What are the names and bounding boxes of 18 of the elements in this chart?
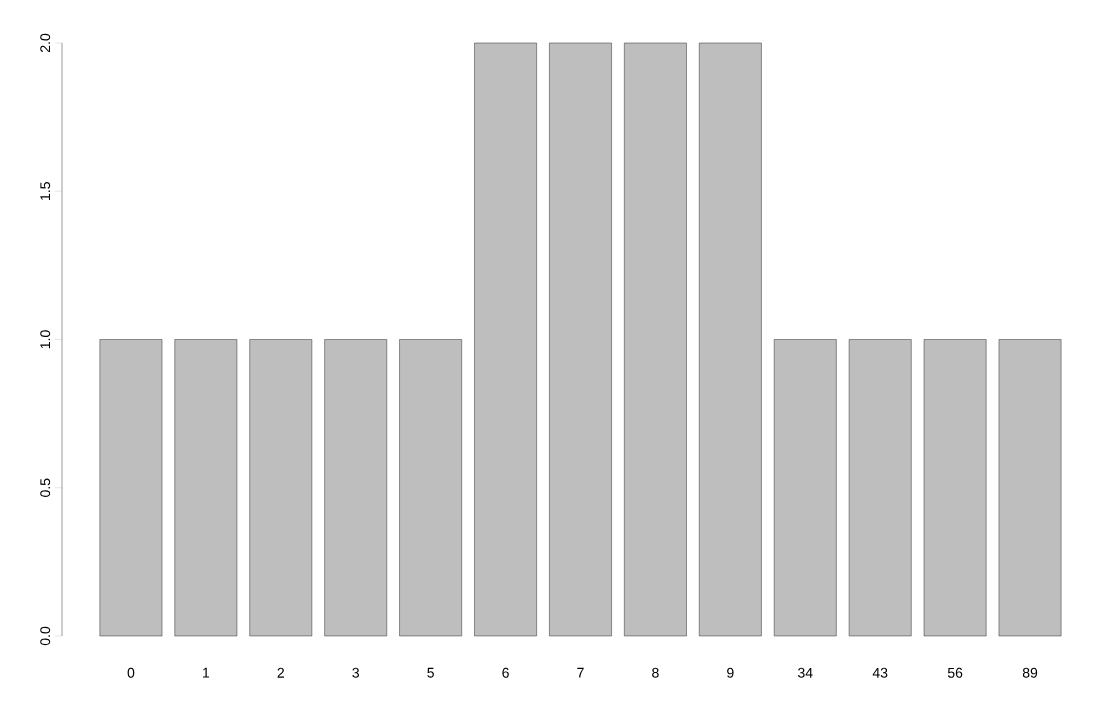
x-tick-label: 89 (1022, 667, 1038, 678)
y-tick-label: 0.0 (40, 626, 51, 646)
x-tick-label: 0 (127, 667, 135, 678)
y-tick-label: 0.5 (40, 478, 51, 497)
x-tick-label: 7 (577, 667, 584, 678)
y-tick-label: 2.0 (40, 33, 51, 53)
x-tick-label: 8 (652, 667, 659, 678)
x-tick-label: 2 (277, 667, 284, 678)
y-tick-label: 1.5 (40, 182, 51, 200)
x-tick-label: 56 (947, 667, 963, 678)
x-tick-label: 34 (798, 667, 813, 678)
x-tick-label: 3 (352, 667, 359, 678)
x-tick-label: 43 (872, 667, 888, 678)
x-tick-label: 9 (727, 667, 734, 678)
y-tick-label: 1.0 (40, 330, 51, 349)
x-tick-label: 5 (427, 667, 434, 678)
x-tick-label: 1 (203, 667, 210, 678)
x-tick-label: 6 (502, 667, 509, 678)
